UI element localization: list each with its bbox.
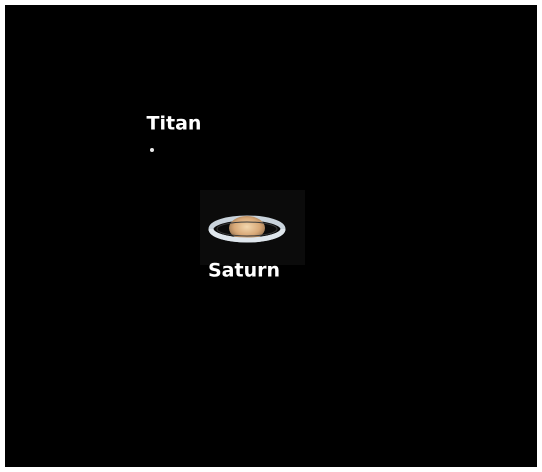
rings-front [208,228,286,243]
cassini-division [216,221,278,237]
saturn-label: Saturn [208,260,280,282]
titan-label: Titan [147,113,202,135]
saturn-planet [208,215,286,243]
titan-moon [150,148,154,152]
